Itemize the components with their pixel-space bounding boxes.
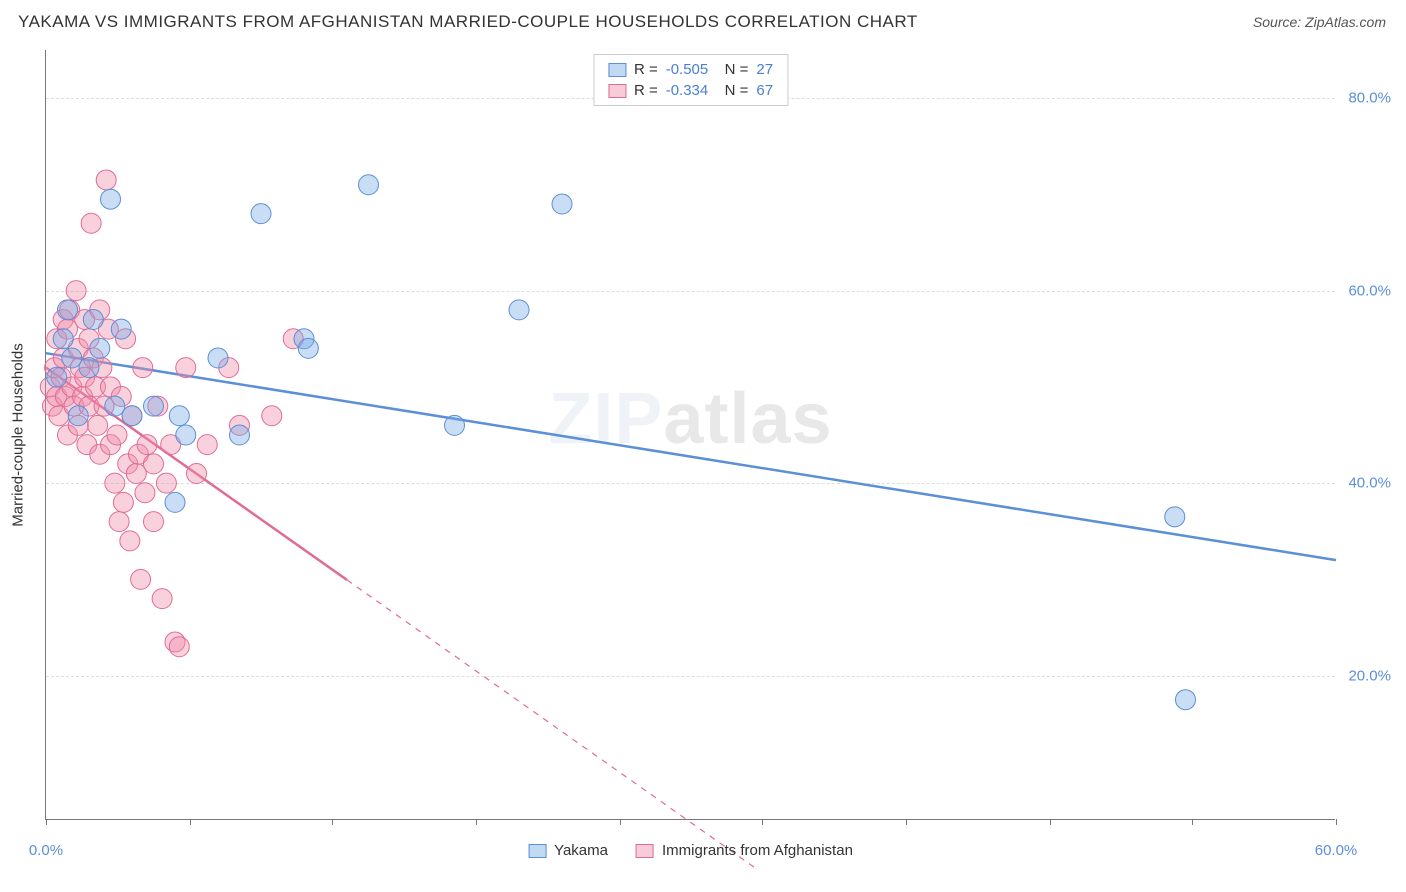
series-legend: Yakama Immigrants from Afghanistan [528, 842, 853, 859]
data-point [113, 492, 133, 512]
data-point [230, 425, 250, 445]
y-tick-label: 40.0% [1348, 475, 1391, 492]
data-point [101, 189, 121, 209]
data-point [47, 367, 67, 387]
x-tick [906, 819, 907, 825]
data-point [120, 531, 140, 551]
source-label: Source: ZipAtlas.com [1253, 14, 1386, 30]
data-point [126, 464, 146, 484]
data-point [445, 415, 465, 435]
x-tick [620, 819, 621, 825]
y-tick-label: 80.0% [1348, 90, 1391, 107]
data-point [176, 425, 196, 445]
data-point [68, 406, 88, 426]
data-point [552, 194, 572, 214]
legend-swatch-blue [608, 63, 626, 77]
correlation-legend: R = -0.505 N = 27 R = -0.334 N = 67 [593, 54, 788, 106]
legend-swatch-pink [608, 84, 626, 98]
data-point [133, 358, 153, 378]
data-point [135, 483, 155, 503]
trendline-solid [46, 353, 1336, 560]
data-point [66, 281, 86, 301]
data-point [156, 473, 176, 493]
data-point [109, 512, 129, 532]
data-point [88, 415, 108, 435]
data-point [90, 338, 110, 358]
data-point [96, 170, 116, 190]
legend-swatch-blue-icon [528, 844, 546, 858]
data-point [1165, 507, 1185, 527]
data-point [122, 406, 142, 426]
data-point [169, 406, 189, 426]
data-point [208, 348, 228, 368]
data-point [81, 213, 101, 233]
x-tick [1050, 819, 1051, 825]
data-point [152, 589, 172, 609]
data-point [298, 338, 318, 358]
y-tick-label: 60.0% [1348, 282, 1391, 299]
x-tick [476, 819, 477, 825]
data-point [169, 637, 189, 657]
data-point [105, 473, 125, 493]
data-point [62, 348, 82, 368]
data-point [105, 396, 125, 416]
x-tick [332, 819, 333, 825]
chart-title: YAKAMA VS IMMIGRANTS FROM AFGHANISTAN MA… [18, 12, 918, 32]
data-point [176, 358, 196, 378]
data-point [107, 425, 127, 445]
scatter-chart: Married-couple Households ZIPatlas 20.0%… [45, 50, 1335, 820]
plot-svg [46, 50, 1335, 819]
legend-swatch-pink-icon [636, 844, 654, 858]
data-point [144, 396, 164, 416]
data-point [137, 435, 157, 455]
data-point [53, 329, 73, 349]
y-tick-label: 20.0% [1348, 667, 1391, 684]
data-point [165, 492, 185, 512]
data-point [144, 512, 164, 532]
legend-label-yakama: Yakama [554, 842, 608, 859]
data-point [359, 175, 379, 195]
x-tick-label: 60.0% [1315, 842, 1358, 859]
x-tick [1336, 819, 1337, 825]
y-axis-label: Married-couple Households [10, 343, 27, 526]
data-point [144, 454, 164, 474]
data-point [197, 435, 217, 455]
data-point [251, 204, 271, 224]
data-point [58, 300, 78, 320]
trendline-dashed [347, 580, 756, 868]
data-point [509, 300, 529, 320]
data-point [187, 464, 207, 484]
x-tick-label: 0.0% [29, 842, 63, 859]
data-point [262, 406, 282, 426]
n-value-yakama: 27 [756, 61, 773, 78]
legend-label-afghan: Immigrants from Afghanistan [662, 842, 853, 859]
n-value-afghan: 67 [756, 82, 773, 99]
data-point [1176, 690, 1196, 710]
data-point [131, 569, 151, 589]
r-value-yakama: -0.505 [666, 61, 709, 78]
x-tick [190, 819, 191, 825]
x-tick [46, 819, 47, 825]
r-value-afghan: -0.334 [666, 82, 709, 99]
data-point [83, 310, 103, 330]
x-tick [762, 819, 763, 825]
data-point [79, 358, 99, 378]
data-point [111, 319, 131, 339]
x-tick [1192, 819, 1193, 825]
